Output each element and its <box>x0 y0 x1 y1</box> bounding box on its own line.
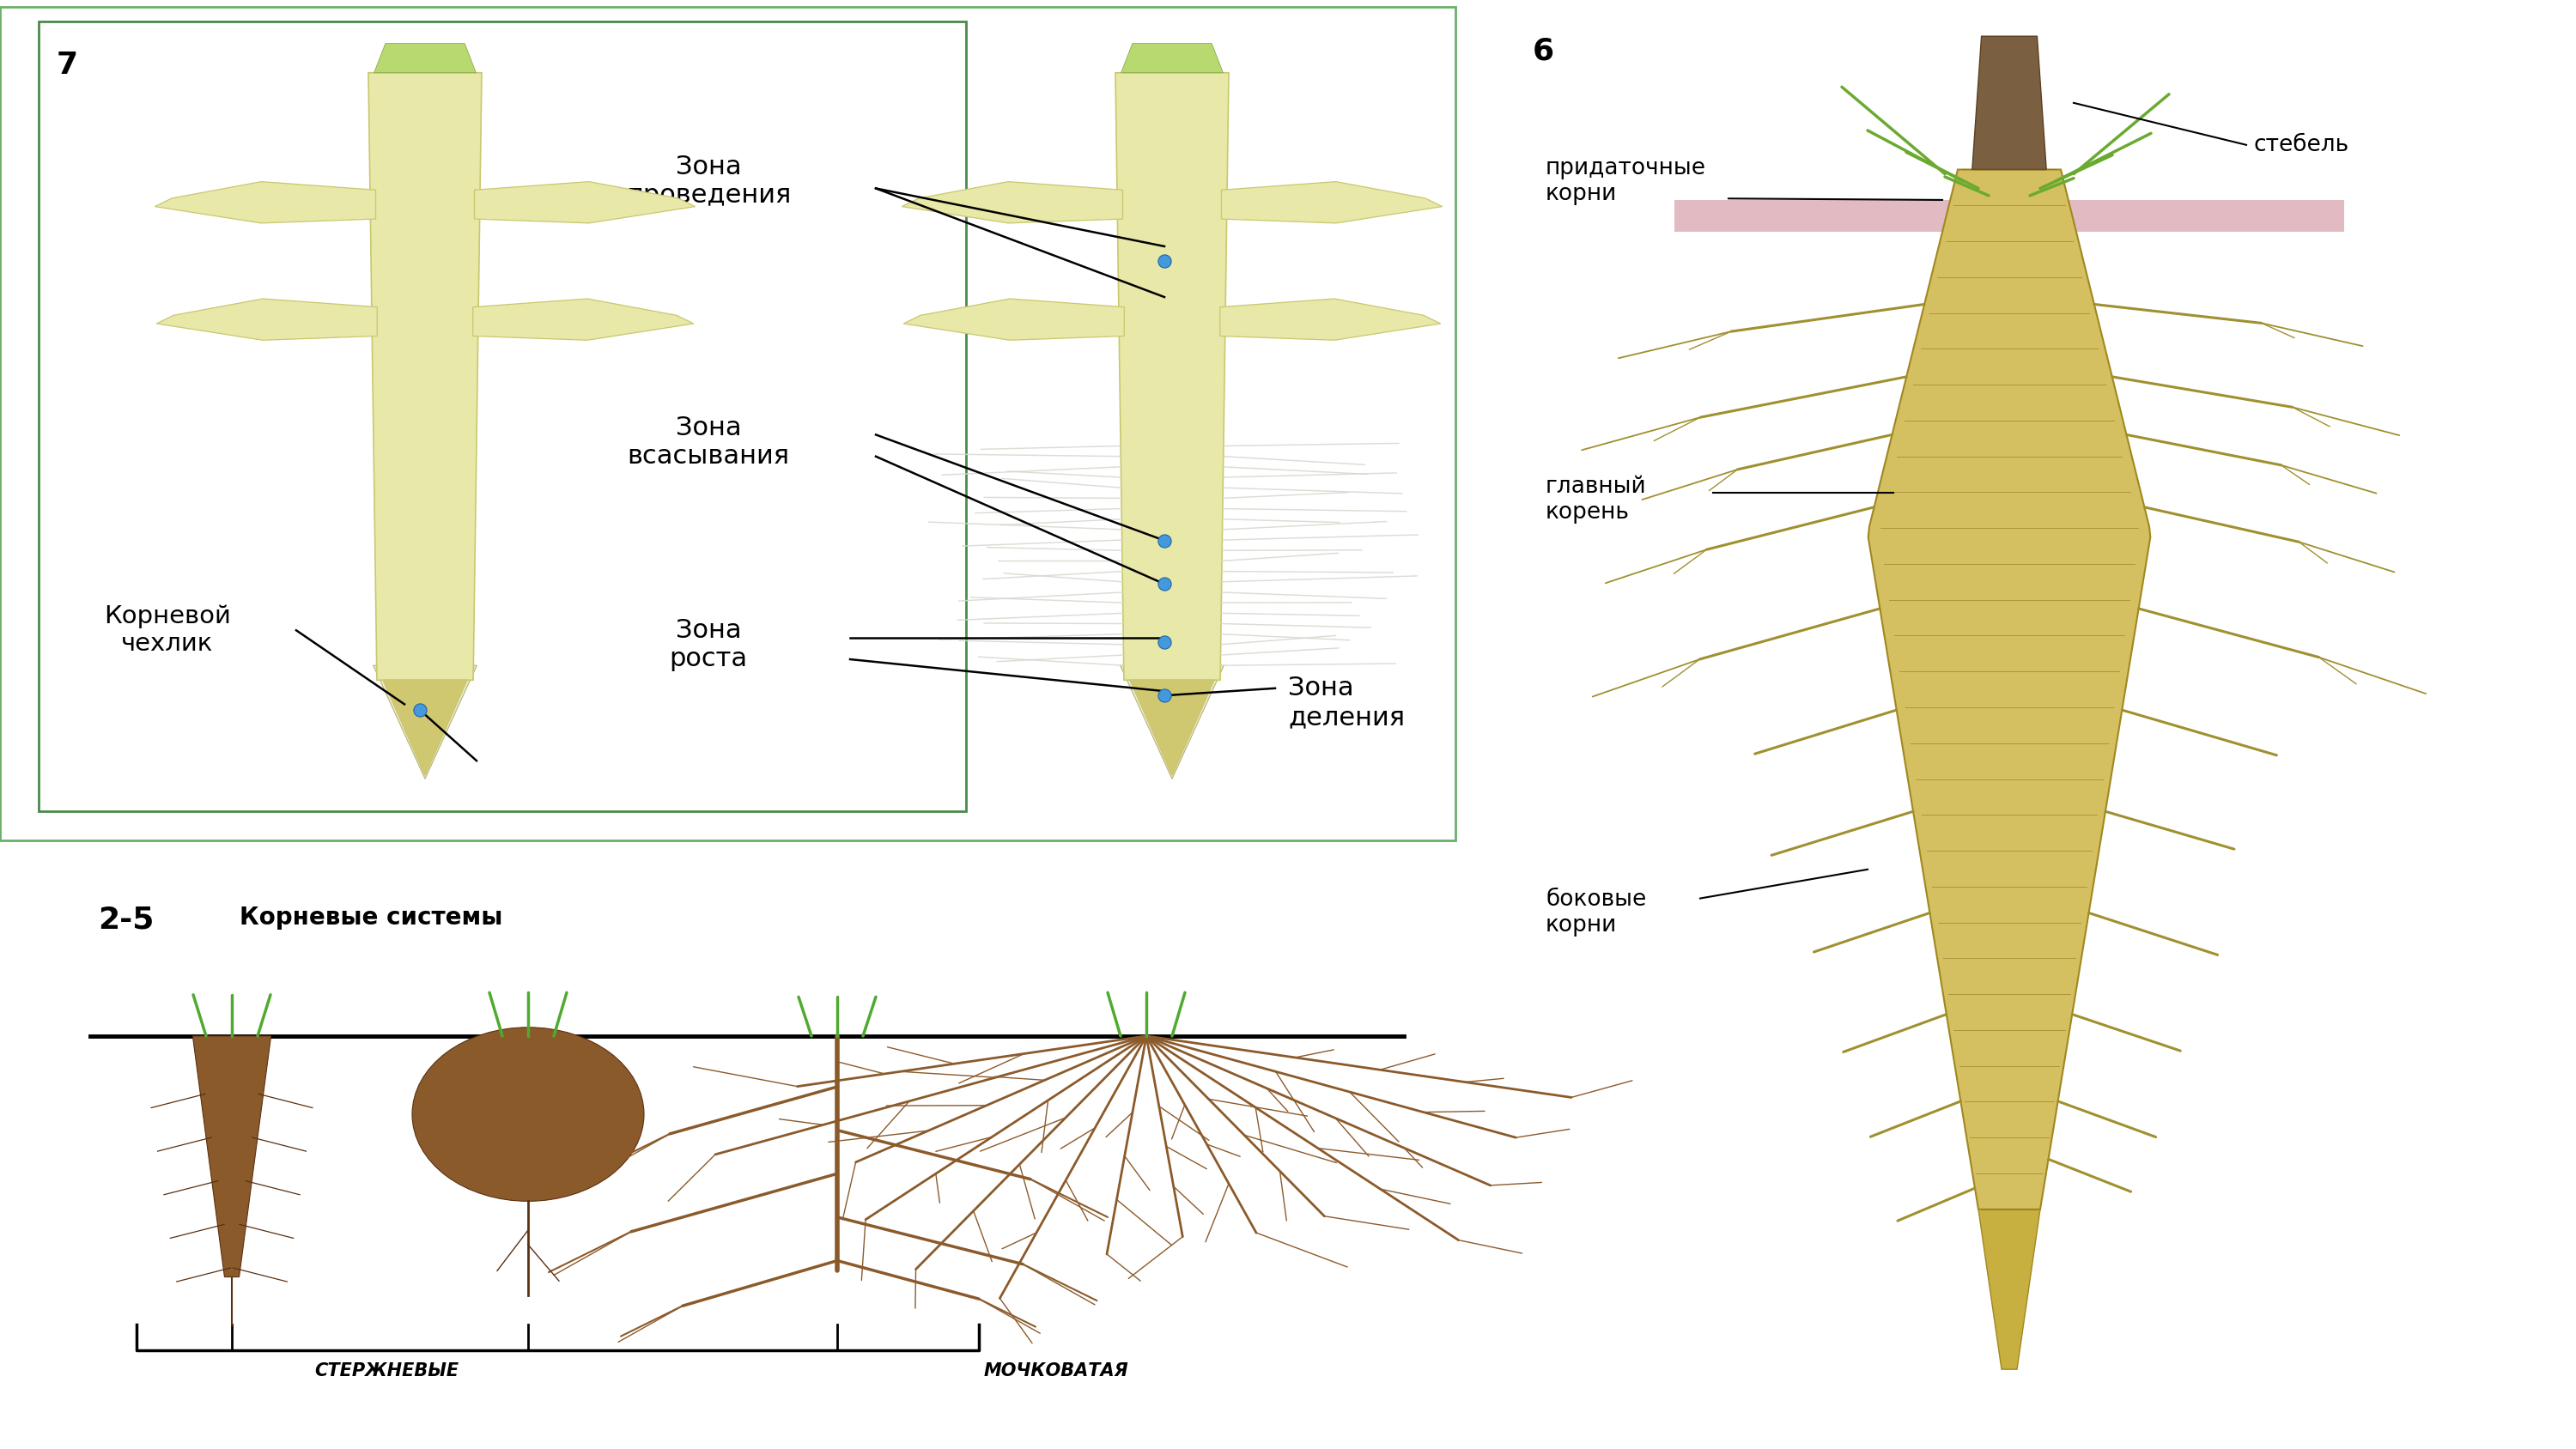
Polygon shape <box>1115 72 1229 680</box>
Polygon shape <box>1221 181 1443 223</box>
Polygon shape <box>368 72 482 680</box>
Text: Зона
деления: Зона деления <box>1288 675 1404 730</box>
Polygon shape <box>1978 1210 2040 1369</box>
Polygon shape <box>1973 36 2045 170</box>
Text: Корневые системы: Корневые системы <box>240 906 502 930</box>
Point <box>1144 630 1185 653</box>
Bar <box>0 7 1455 840</box>
Polygon shape <box>474 298 693 341</box>
Text: Корневой
чехлик: Корневой чехлик <box>103 604 232 656</box>
Text: 7: 7 <box>57 51 77 80</box>
Point <box>1144 572 1185 596</box>
Text: МОЧКОВАТАЯ: МОЧКОВАТАЯ <box>984 1362 1128 1379</box>
Point <box>399 698 440 722</box>
Polygon shape <box>374 43 477 72</box>
Polygon shape <box>1131 680 1213 775</box>
Polygon shape <box>1121 43 1224 72</box>
Ellipse shape <box>412 1027 644 1201</box>
Polygon shape <box>384 680 466 775</box>
Polygon shape <box>1221 298 1440 341</box>
Polygon shape <box>902 181 1123 223</box>
Bar <box>39 22 966 811</box>
Text: боковые
корни: боковые корни <box>1546 888 1646 938</box>
Point <box>1144 529 1185 552</box>
Text: 2-5: 2-5 <box>98 906 155 935</box>
Polygon shape <box>474 181 696 223</box>
Polygon shape <box>374 665 477 780</box>
Polygon shape <box>1121 665 1224 780</box>
Text: Зона
всасывания: Зона всасывания <box>626 414 791 469</box>
Polygon shape <box>157 298 376 341</box>
Text: придаточные
корни: придаточные корни <box>1546 156 1705 206</box>
Text: главный
корень: главный корень <box>1546 475 1646 525</box>
Polygon shape <box>1674 200 2344 232</box>
Text: Зона
роста: Зона роста <box>670 617 747 672</box>
Text: СТЕРЖНЕВЫЕ: СТЕРЖНЕВЫЕ <box>314 1362 459 1379</box>
Polygon shape <box>1868 170 2151 1210</box>
Point <box>1144 684 1185 707</box>
Polygon shape <box>155 181 376 223</box>
Polygon shape <box>193 1036 270 1277</box>
Polygon shape <box>904 298 1123 341</box>
Point <box>1144 249 1185 272</box>
Text: 6: 6 <box>1533 36 1553 65</box>
Text: стебель: стебель <box>2254 133 2349 156</box>
Text: Зона
проведения: Зона проведения <box>626 154 791 209</box>
